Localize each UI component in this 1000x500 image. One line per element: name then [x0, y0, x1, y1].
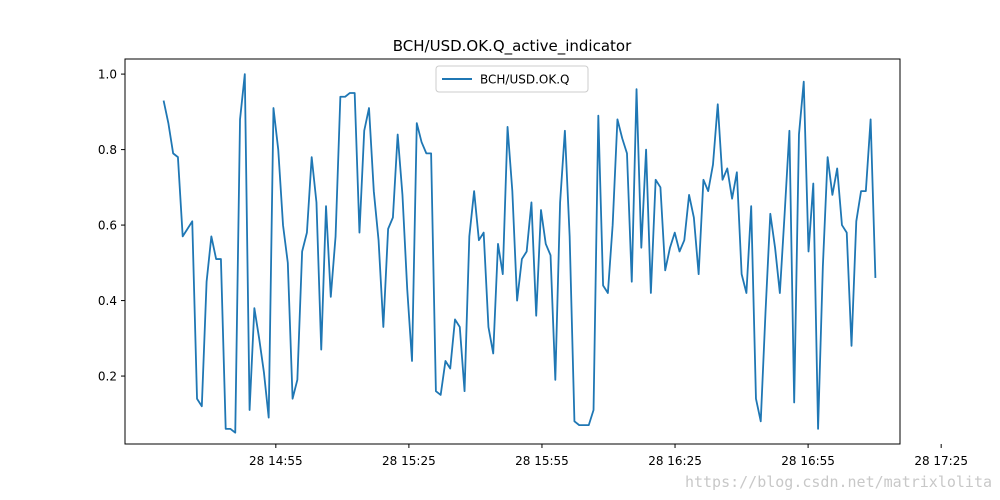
y-tick-label: 0.8 — [98, 143, 117, 157]
x-tick-label: 28 15:55 — [515, 454, 569, 468]
plot-area — [124, 58, 901, 445]
x-tick-label: 28 16:25 — [648, 454, 702, 468]
legend-entry-label: BCH/USD.OK.Q — [480, 73, 570, 87]
chart-title: BCH/USD.OK.Q_active_indicator — [393, 37, 632, 56]
y-tick-label: 0.2 — [98, 370, 117, 384]
x-axis: 28 14:55 28 15:25 28 15:55 28 16:25 28 16:55… — [249, 444, 968, 468]
y-axis: 0.2 0.4 0.6 0.8 1.0 — [98, 68, 125, 384]
y-tick-label: 0.6 — [98, 219, 117, 233]
x-tick-label: 28 15:25 — [382, 454, 436, 468]
y-tick-label: 1.0 — [98, 68, 117, 82]
y-tick-label: 0.4 — [98, 294, 117, 308]
x-tick-label: 28 17:25 — [914, 454, 968, 468]
legend-box — [435, 65, 589, 93]
x-tick-label: 28 14:55 — [249, 454, 303, 468]
series-group — [162, 73, 877, 434]
legend: BCH/USD.OK.Q — [435, 65, 589, 93]
series-line — [162, 73, 877, 434]
x-tick-label: 28 16:55 — [781, 454, 835, 468]
watermark: https://blog.csdn.net/matrixlolita — [685, 473, 992, 491]
